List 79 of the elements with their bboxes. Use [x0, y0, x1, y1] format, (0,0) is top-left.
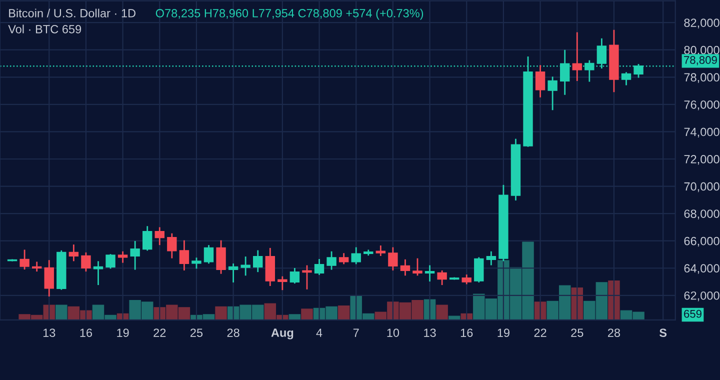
candlestick — [216, 240, 226, 275]
x-tick-label: 19 — [117, 328, 129, 337]
y-tick-label: 72,000 — [684, 155, 720, 165]
y-tick-label: 82,000 — [684, 18, 720, 28]
candlestick — [326, 250, 336, 270]
candlestick — [106, 253, 116, 270]
bar — [436, 304, 448, 320]
candlestick — [167, 232, 177, 259]
candlestick — [278, 276, 288, 291]
candlestick — [192, 256, 202, 270]
candlestick — [154, 226, 164, 246]
x-tick-label: 28 — [227, 328, 240, 337]
ref-line-label: 78,809 — [684, 56, 717, 66]
candlestick — [376, 244, 386, 257]
candlestick — [400, 258, 410, 276]
x-tick-label: S — [659, 328, 667, 337]
candlestick — [240, 256, 250, 276]
x-tick-label: 7 — [353, 328, 359, 337]
y-tick-label: 70,000 — [684, 182, 720, 192]
candlestick — [68, 244, 79, 262]
candlestick — [20, 249, 30, 270]
candlestick — [462, 274, 472, 285]
candlestick — [388, 246, 398, 272]
candlestick — [204, 244, 214, 264]
x-tick-label: 19 — [498, 328, 510, 337]
x-tick-label: 13 — [43, 328, 56, 337]
candlestick — [621, 71, 632, 86]
x-tick-label: 10 — [387, 328, 400, 337]
x-tick-label: 16 — [80, 328, 92, 337]
bar — [448, 316, 460, 320]
candlestick — [474, 256, 484, 284]
annotation: Vol · BTC 659 — [8, 24, 82, 34]
candlestick — [253, 250, 263, 273]
candlestick — [32, 261, 42, 272]
candlestick — [302, 264, 312, 290]
x-tick-label: 13 — [424, 328, 436, 337]
bar — [288, 314, 301, 320]
bar — [301, 308, 313, 320]
x-tick-label: 22 — [534, 328, 546, 337]
candlestick — [118, 250, 128, 264]
x-tick-label: 16 — [460, 328, 473, 337]
text: 659 — [684, 310, 702, 318]
bar — [215, 306, 227, 320]
y-tick-label: 76,000 — [684, 100, 720, 110]
candlestick — [338, 252, 349, 265]
y-tick-label: 68,000 — [684, 210, 720, 220]
x-tick-label: 25 — [571, 328, 584, 337]
candlestick — [314, 258, 324, 276]
candlestick — [486, 250, 496, 266]
candlestick — [424, 264, 435, 282]
y-tick-label: 62,000 — [684, 291, 720, 302]
y-tick-label: 66,000 — [684, 236, 720, 247]
x-tick-label: 4 — [316, 328, 322, 337]
x-tick-label: 25 — [190, 328, 203, 337]
candlestick — [44, 259, 54, 298]
bar — [608, 280, 620, 320]
y-tick-label: 64,000 — [684, 264, 720, 274]
y-tick-label: 78,000 — [684, 73, 720, 83]
annotation: O78,235 H78,960 L77,954 C78,809 +574 (+0.73%) — [156, 8, 424, 20]
candlestick — [142, 225, 152, 252]
candlestick — [81, 252, 91, 272]
x-tick-label: Aug — [271, 328, 294, 340]
text: Bitcoin / U.S. Dollar · 1D — [9, 8, 136, 18]
candlestick — [290, 267, 300, 284]
y-tick-label: 74,000 — [684, 128, 720, 138]
x-tick-label: 22 — [154, 328, 166, 337]
candlestick — [437, 270, 447, 286]
candlestick — [179, 240, 190, 272]
candlestick — [412, 258, 422, 276]
candlestick — [572, 32, 582, 82]
candlestick — [228, 262, 238, 284]
bar — [338, 306, 350, 320]
bar — [56, 304, 68, 320]
candlestick — [535, 64, 546, 98]
candlestick — [351, 246, 361, 265]
y-tick-label: 80,000 — [684, 46, 720, 56]
x-tick-label: 28 — [608, 328, 620, 337]
candlestick — [130, 240, 140, 270]
candlestick — [548, 76, 558, 111]
